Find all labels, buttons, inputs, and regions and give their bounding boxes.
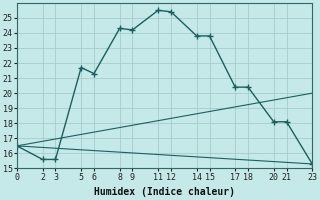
- X-axis label: Humidex (Indice chaleur): Humidex (Indice chaleur): [94, 187, 235, 197]
